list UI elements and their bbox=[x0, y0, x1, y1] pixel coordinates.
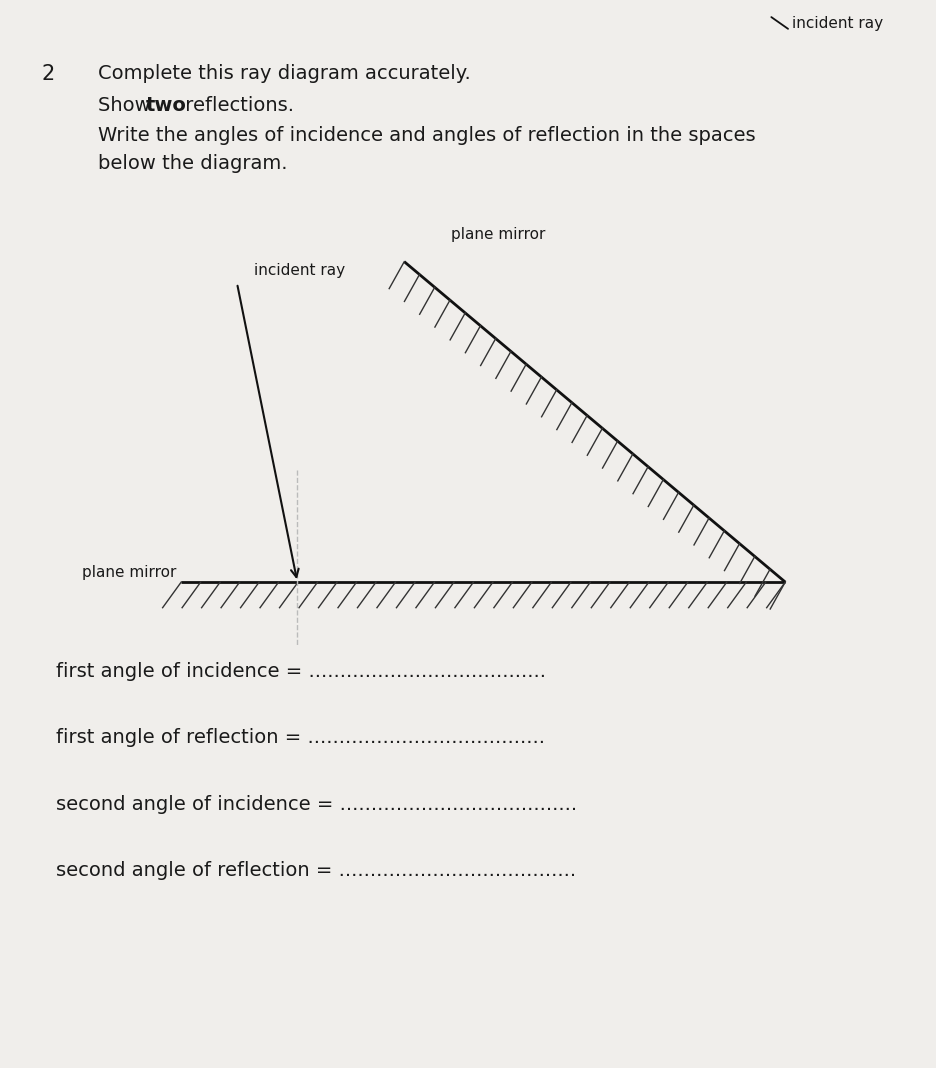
Text: incident ray: incident ray bbox=[254, 263, 344, 278]
Text: two: two bbox=[146, 96, 186, 115]
Text: reflections.: reflections. bbox=[179, 96, 294, 115]
Text: below the diagram.: below the diagram. bbox=[97, 154, 286, 173]
Text: incident ray: incident ray bbox=[791, 16, 882, 31]
Text: first angle of reflection = ......................................: first angle of reflection = ............… bbox=[56, 728, 544, 748]
Text: second angle of incidence = ......................................: second angle of incidence = ............… bbox=[56, 795, 577, 814]
Text: plane mirror: plane mirror bbox=[82, 565, 176, 580]
Text: Write the angles of incidence and angles of reflection in the spaces: Write the angles of incidence and angles… bbox=[97, 126, 754, 145]
Text: Complete this ray diagram accurately.: Complete this ray diagram accurately. bbox=[97, 64, 470, 83]
Text: 2: 2 bbox=[42, 64, 55, 84]
Text: first angle of incidence = ......................................: first angle of incidence = .............… bbox=[56, 662, 545, 681]
Text: second angle of reflection = ......................................: second angle of reflection = ...........… bbox=[56, 861, 576, 880]
Text: Show: Show bbox=[97, 96, 156, 115]
Text: plane mirror: plane mirror bbox=[450, 227, 545, 242]
